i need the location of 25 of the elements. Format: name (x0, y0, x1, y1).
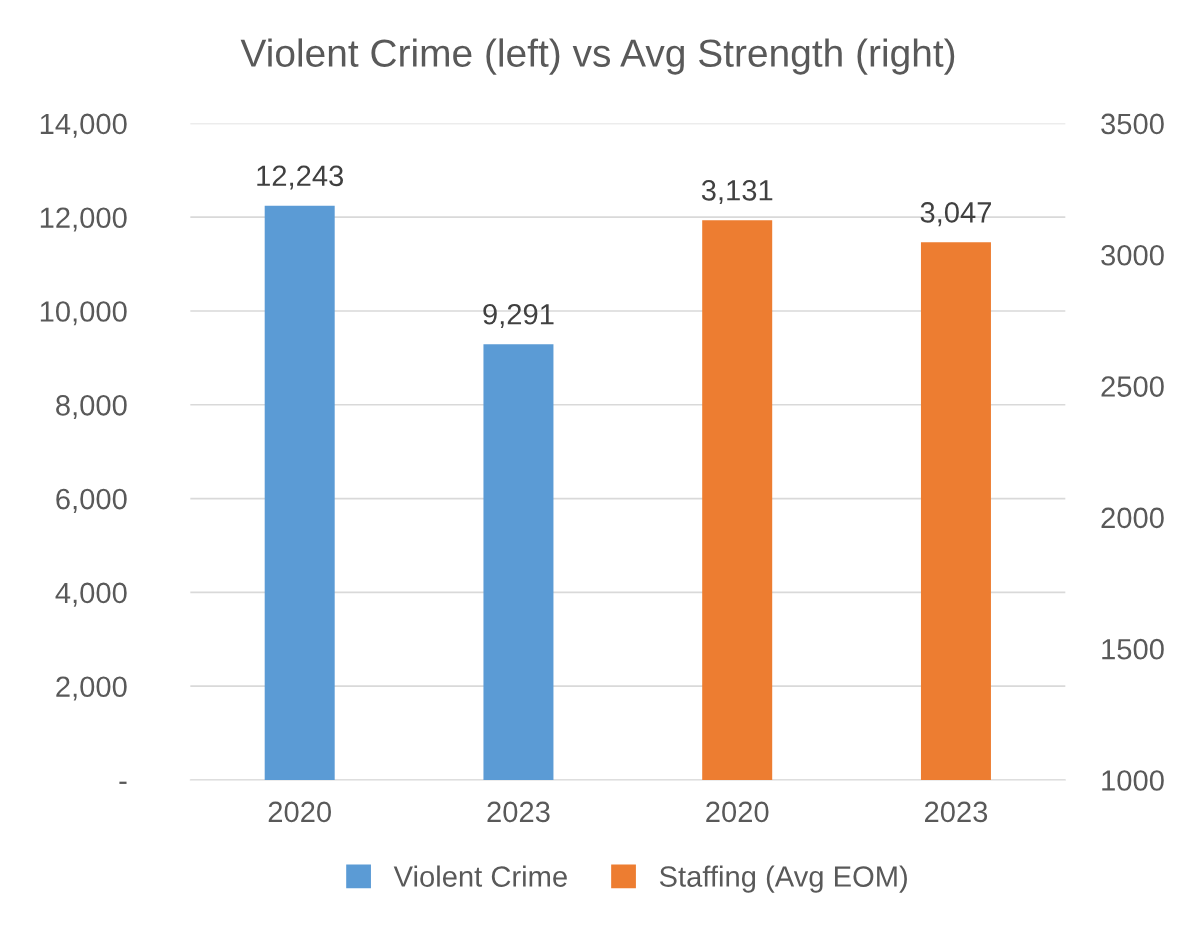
x-tick-label: 2020 (268, 801, 331, 823)
y2-tick-label: 3000 (1101, 244, 1164, 266)
y-tick-label: 10,000 (40, 301, 127, 326)
y2-tick-label: 1500 (1102, 638, 1164, 660)
y-tick-label: 2,000 (56, 676, 127, 701)
x-tick-label: 2023 (924, 801, 988, 823)
y2-tick-label: 2500 (1101, 376, 1164, 397)
y-tick-label: - (119, 781, 127, 784)
x-tick-label: 2023 (487, 801, 550, 823)
y-tick-label: 4,000 (55, 582, 127, 607)
y2-tick-label: 1000 (1102, 770, 1164, 791)
data-label: 3,131 (701, 180, 773, 205)
data-label: 9,291 (483, 303, 554, 329)
legend-label: Staffing (Avg EOM) (659, 865, 907, 893)
data-label: 12,243 (257, 165, 344, 190)
y2-tick-label: 3500 (1101, 113, 1164, 135)
x-tick-label: 2020 (706, 801, 769, 823)
y-tick-label: 6,000 (56, 488, 127, 513)
y-tick-label: 12,000 (40, 207, 127, 232)
chart-title: Violent Crime (left) vs Avg Strength (right) (240, 38, 955, 75)
y-tick-label: 14,000 (40, 113, 127, 138)
legend-label: Violent Crime (393, 865, 567, 887)
data-label: 3,047 (920, 202, 991, 227)
y2-tick-label: 2000 (1101, 507, 1164, 529)
y-tick-label: 8,000 (56, 394, 127, 420)
